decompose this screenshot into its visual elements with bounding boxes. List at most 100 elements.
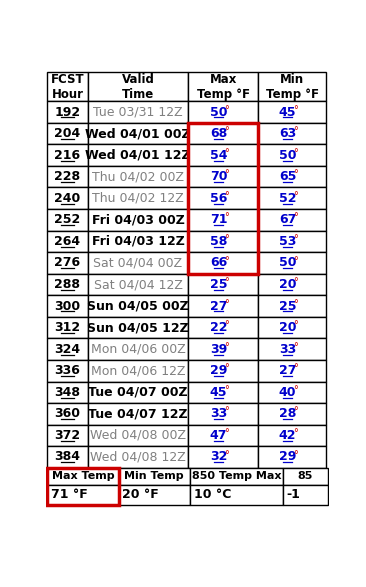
- Text: 288: 288: [55, 278, 81, 291]
- Text: 85: 85: [298, 471, 313, 481]
- Bar: [47, 295, 87, 317]
- Text: 53: 53: [279, 235, 296, 248]
- Text: 50: 50: [279, 257, 296, 269]
- Bar: [47, 166, 87, 187]
- Text: Fri 04/03 12Z: Fri 04/03 12Z: [92, 235, 184, 248]
- Text: °: °: [225, 212, 229, 222]
- Text: Tue 03/31 12Z: Tue 03/31 12Z: [93, 106, 183, 119]
- Text: 22: 22: [210, 321, 227, 334]
- Bar: [258, 72, 326, 101]
- Bar: [188, 144, 258, 166]
- Text: Sun 04/05 12Z: Sun 04/05 12Z: [87, 321, 189, 334]
- Bar: [188, 252, 258, 274]
- Text: 42: 42: [279, 429, 296, 442]
- Text: °: °: [225, 191, 229, 201]
- Bar: [87, 72, 188, 101]
- Bar: [258, 295, 326, 317]
- Text: 29: 29: [210, 365, 227, 377]
- Bar: [190, 485, 283, 505]
- Text: 56: 56: [210, 192, 227, 205]
- Text: Min
Temp °F: Min Temp °F: [266, 73, 319, 100]
- Bar: [87, 382, 188, 403]
- Bar: [47, 403, 87, 424]
- Text: Sat 04/04 12Z: Sat 04/04 12Z: [94, 278, 182, 291]
- Bar: [47, 446, 87, 468]
- Text: Valid
Time: Valid Time: [122, 73, 154, 100]
- Text: °: °: [294, 385, 298, 395]
- Bar: [188, 231, 258, 252]
- Bar: [47, 468, 119, 505]
- Bar: [188, 424, 258, 446]
- Text: 384: 384: [55, 450, 81, 464]
- Text: °: °: [294, 299, 298, 309]
- Text: 68: 68: [210, 127, 227, 140]
- Bar: [258, 424, 326, 446]
- Bar: [47, 274, 87, 295]
- Text: 25: 25: [279, 299, 296, 312]
- Text: °: °: [294, 170, 298, 180]
- Text: 54: 54: [210, 149, 227, 161]
- Text: 240: 240: [54, 192, 81, 205]
- Text: 52: 52: [279, 192, 296, 205]
- Text: 276: 276: [55, 257, 81, 269]
- Text: 10 °C: 10 °C: [194, 488, 231, 501]
- Text: °: °: [294, 191, 298, 201]
- Text: Fri 04/03 00Z: Fri 04/03 00Z: [92, 213, 184, 227]
- Text: °: °: [225, 170, 229, 180]
- Bar: [283, 485, 328, 505]
- Bar: [283, 468, 328, 485]
- Bar: [188, 101, 258, 123]
- Bar: [258, 166, 326, 187]
- Text: 58: 58: [210, 235, 227, 248]
- Bar: [47, 252, 87, 274]
- Bar: [188, 72, 258, 101]
- Text: °: °: [294, 363, 298, 373]
- Text: 324: 324: [55, 343, 81, 356]
- Text: Tue 04/07 12Z: Tue 04/07 12Z: [88, 407, 188, 420]
- Text: 264: 264: [55, 235, 81, 248]
- Bar: [258, 360, 326, 382]
- Text: °: °: [294, 148, 298, 158]
- Text: Mon 04/06 12Z: Mon 04/06 12Z: [91, 365, 185, 377]
- Text: °: °: [225, 321, 229, 330]
- Text: 192: 192: [55, 106, 81, 119]
- Bar: [258, 403, 326, 424]
- Bar: [87, 360, 188, 382]
- Text: 28: 28: [279, 407, 296, 420]
- Bar: [258, 252, 326, 274]
- Bar: [188, 382, 258, 403]
- Text: Min Temp: Min Temp: [124, 471, 184, 481]
- Bar: [87, 123, 188, 144]
- Text: °: °: [294, 321, 298, 330]
- Bar: [188, 360, 258, 382]
- Text: Sun 04/05 00Z: Sun 04/05 00Z: [87, 299, 189, 312]
- Text: °: °: [294, 407, 298, 417]
- Bar: [188, 123, 258, 144]
- Bar: [188, 274, 258, 295]
- Text: 50: 50: [279, 149, 296, 161]
- Text: 20: 20: [279, 321, 296, 334]
- Bar: [188, 403, 258, 424]
- Bar: [47, 144, 87, 166]
- Text: °: °: [294, 450, 298, 460]
- Text: 348: 348: [55, 386, 81, 399]
- Bar: [258, 446, 326, 468]
- Text: 66: 66: [210, 257, 227, 269]
- Bar: [258, 144, 326, 166]
- Bar: [47, 382, 87, 403]
- Bar: [258, 382, 326, 403]
- Bar: [47, 360, 87, 382]
- Text: 67: 67: [279, 213, 296, 227]
- Text: °: °: [225, 277, 229, 287]
- Text: 70: 70: [210, 170, 227, 183]
- Text: 45: 45: [210, 386, 227, 399]
- Bar: [188, 338, 258, 360]
- Text: Mon 04/06 00Z: Mon 04/06 00Z: [91, 343, 185, 356]
- Text: °: °: [294, 342, 298, 352]
- Bar: [87, 187, 188, 209]
- Bar: [47, 123, 87, 144]
- Text: °: °: [225, 104, 229, 114]
- Bar: [188, 446, 258, 468]
- Bar: [188, 187, 258, 209]
- Text: °: °: [225, 342, 229, 352]
